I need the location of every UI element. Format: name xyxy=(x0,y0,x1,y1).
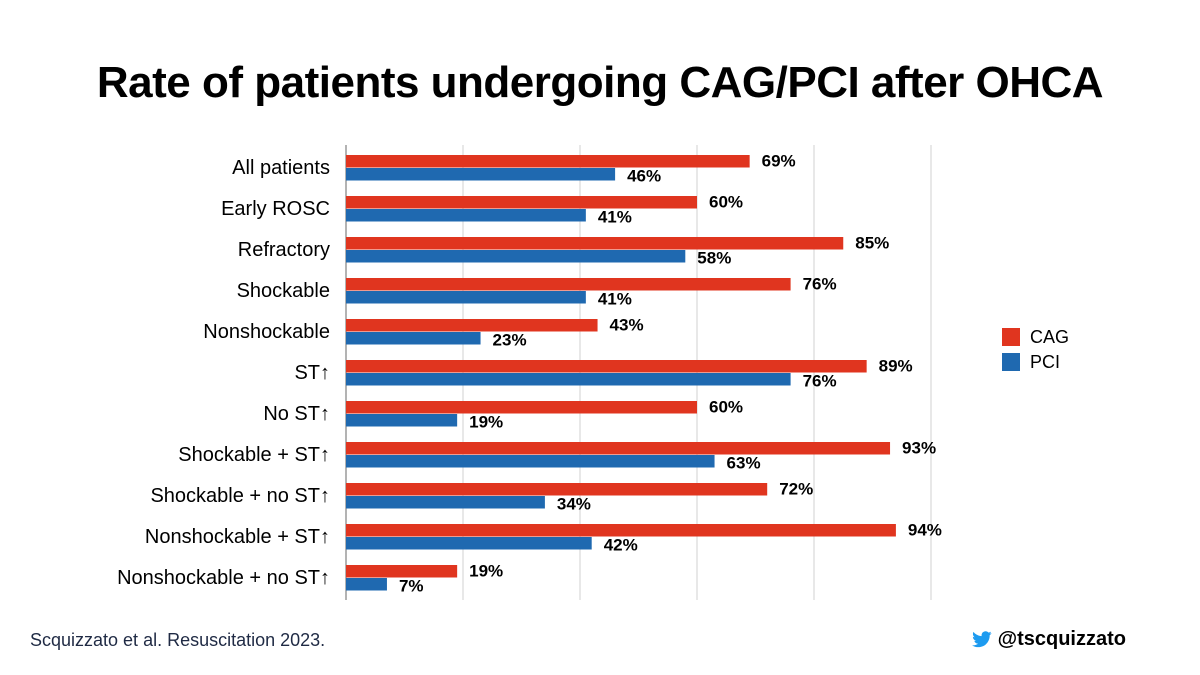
bar-cag xyxy=(346,278,791,291)
category-label: Shockable + ST↑ xyxy=(178,444,330,466)
bar-pci xyxy=(346,168,616,181)
bar-pci xyxy=(346,332,481,345)
bar-pci xyxy=(346,496,545,509)
bar-pci xyxy=(346,537,592,550)
legend-swatch-cag xyxy=(1002,328,1020,346)
data-label-cag: 93% xyxy=(902,438,936,457)
data-label-pci: 58% xyxy=(697,248,731,267)
data-label-pci: 19% xyxy=(469,412,503,431)
bar-pci xyxy=(346,373,791,386)
category-label: All patients xyxy=(232,157,330,179)
citation: Scquizzato et al. Resuscitation 2023. xyxy=(30,630,326,650)
bars xyxy=(346,155,896,591)
bar-pci xyxy=(346,250,686,263)
category-label: Nonshockable + no ST↑ xyxy=(117,567,330,589)
bar-cag xyxy=(346,524,896,537)
category-label: Nonshockable xyxy=(203,321,330,343)
data-label-pci: 34% xyxy=(557,494,591,513)
data-label-cag: 94% xyxy=(908,520,942,539)
bar-cag xyxy=(346,319,598,332)
data-label-cag: 69% xyxy=(762,151,796,170)
category-label: Shockable xyxy=(237,280,330,302)
bar-cag xyxy=(346,565,458,578)
category-label: ST↑ xyxy=(294,362,330,384)
bar-cag xyxy=(346,155,750,168)
data-label-cag: 43% xyxy=(610,315,644,334)
data-label-pci: 63% xyxy=(727,453,761,472)
twitter-handle[interactable]: @tscquizzato xyxy=(971,628,1126,651)
data-label-cag: 85% xyxy=(855,233,889,252)
data-label-cag: 60% xyxy=(709,192,743,211)
data-label-cag: 60% xyxy=(709,397,743,416)
category-label: No ST↑ xyxy=(263,403,330,425)
data-label-cag: 76% xyxy=(803,274,837,293)
bar-cag xyxy=(346,196,697,209)
bar-pci xyxy=(346,291,586,304)
bar-cag xyxy=(346,483,768,496)
bar-pci xyxy=(346,414,458,427)
category-label: Refractory xyxy=(238,239,330,261)
category-label: Early ROSC xyxy=(221,198,330,220)
category-label: Shockable + no ST↑ xyxy=(150,485,330,507)
bar-pci xyxy=(346,455,715,468)
legend-label-cag: CAG xyxy=(1030,327,1069,347)
data-label-pci: 23% xyxy=(493,330,527,349)
legend-swatch-pci xyxy=(1002,353,1020,371)
data-label-pci: 41% xyxy=(598,289,632,308)
bar-cag xyxy=(346,442,891,455)
data-label-cag: 72% xyxy=(779,479,813,498)
handle-text: @tscquizzato xyxy=(997,628,1126,650)
legend: CAG PCI xyxy=(1002,327,1069,372)
data-label-cag: 89% xyxy=(879,356,913,375)
bar-cag xyxy=(346,237,844,250)
bar-pci xyxy=(346,578,387,591)
bird-icon xyxy=(971,631,992,648)
legend-label-pci: PCI xyxy=(1030,352,1060,372)
category-label: Nonshockable + ST↑ xyxy=(145,526,330,548)
chart-title: Rate of patients undergoing CAG/PCI afte… xyxy=(96,58,1104,107)
labels: All patients 69% 46% Early ROSC 60% 41% Refrac… xyxy=(117,151,942,595)
bar-cag xyxy=(346,360,867,373)
data-label-cag: 19% xyxy=(469,561,503,580)
bar-pci xyxy=(346,209,586,222)
data-label-pci: 46% xyxy=(627,166,661,185)
data-label-pci: 42% xyxy=(604,535,638,554)
data-label-pci: 41% xyxy=(598,207,632,226)
data-label-pci: 7% xyxy=(399,576,424,595)
bar-cag xyxy=(346,401,697,414)
data-label-pci: 76% xyxy=(803,371,837,390)
